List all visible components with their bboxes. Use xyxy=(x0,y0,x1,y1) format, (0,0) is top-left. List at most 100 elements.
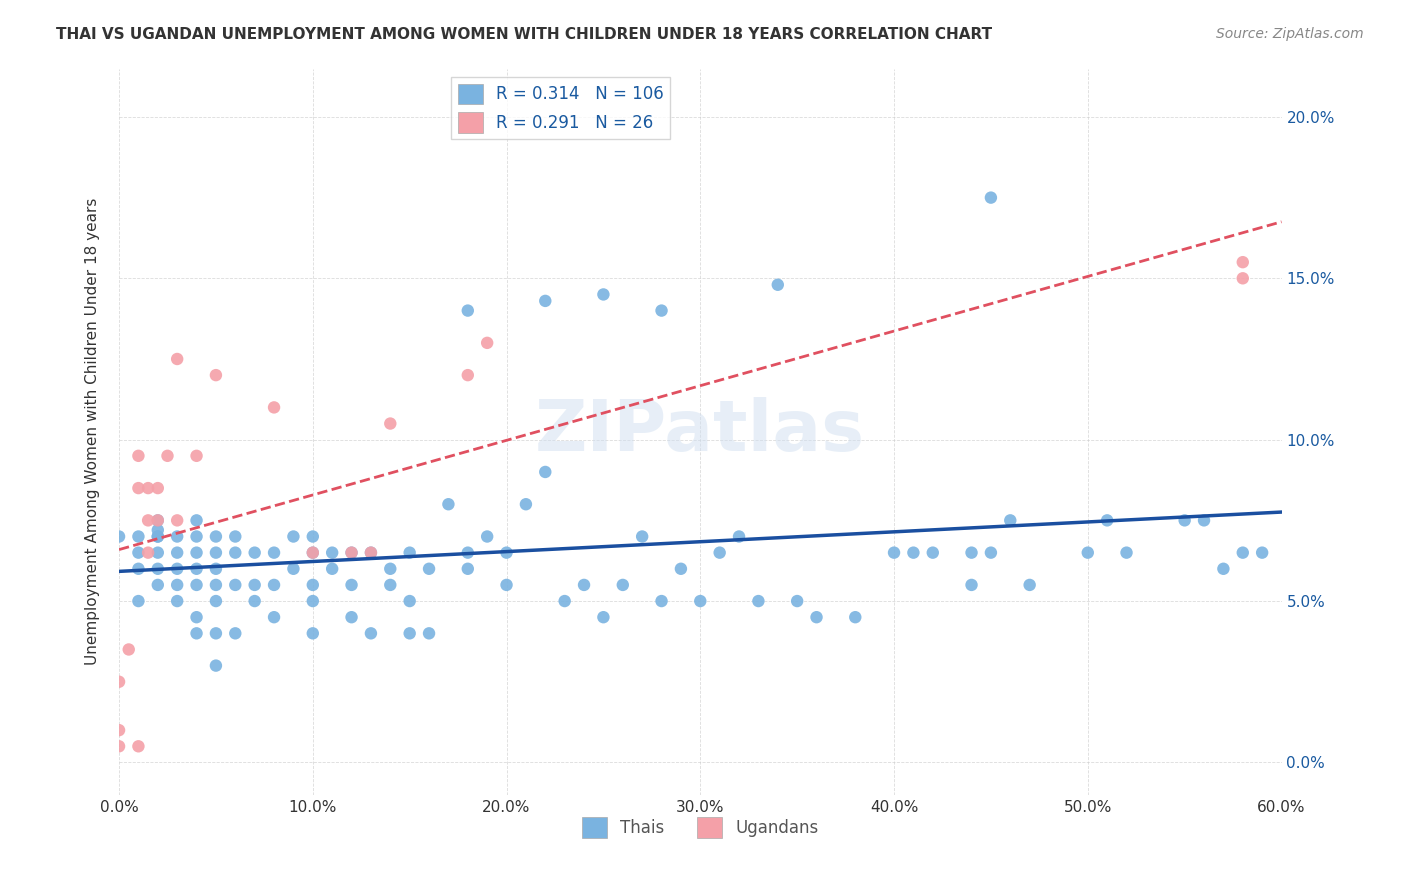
Point xyxy=(186,578,208,592)
Text: Source: ZipAtlas.com: Source: ZipAtlas.com xyxy=(1216,27,1364,41)
Point xyxy=(118,642,141,657)
Point xyxy=(156,449,179,463)
Point xyxy=(166,578,188,592)
Point xyxy=(534,293,557,308)
Point xyxy=(146,562,169,576)
Legend: Thais, Ugandans: Thais, Ugandans xyxy=(575,811,825,845)
Point xyxy=(127,481,149,495)
Point xyxy=(418,562,440,576)
Point xyxy=(709,546,731,560)
Point xyxy=(301,578,323,592)
Point xyxy=(1018,578,1040,592)
Point xyxy=(224,546,246,560)
Point xyxy=(127,449,149,463)
Point xyxy=(263,401,285,415)
Point xyxy=(127,594,149,608)
Point xyxy=(1174,513,1197,527)
Point xyxy=(166,351,188,366)
Point xyxy=(146,523,169,537)
Point xyxy=(1192,513,1215,527)
Point xyxy=(136,513,159,527)
Point xyxy=(127,546,149,560)
Point xyxy=(1000,513,1022,527)
Point xyxy=(166,529,188,543)
Point xyxy=(380,417,402,431)
Point xyxy=(146,481,169,495)
Point xyxy=(921,546,943,560)
Text: THAI VS UGANDAN UNEMPLOYMENT AMONG WOMEN WITH CHILDREN UNDER 18 YEARS CORRELATIO: THAI VS UGANDAN UNEMPLOYMENT AMONG WOMEN… xyxy=(56,27,993,42)
Point xyxy=(612,578,634,592)
Point xyxy=(205,562,228,576)
Point xyxy=(960,546,983,560)
Point xyxy=(747,594,769,608)
Point xyxy=(475,335,498,350)
Point xyxy=(1232,255,1254,269)
Point xyxy=(806,610,828,624)
Point xyxy=(186,529,208,543)
Point xyxy=(1232,546,1254,560)
Point xyxy=(398,594,420,608)
Point xyxy=(398,546,420,560)
Point xyxy=(166,562,188,576)
Point xyxy=(786,594,808,608)
Point xyxy=(457,546,479,560)
Point xyxy=(340,546,363,560)
Point xyxy=(205,594,228,608)
Point xyxy=(136,481,159,495)
Point xyxy=(146,529,169,543)
Point xyxy=(283,562,305,576)
Point xyxy=(186,626,208,640)
Point xyxy=(205,546,228,560)
Point xyxy=(263,610,285,624)
Point xyxy=(301,626,323,640)
Point xyxy=(418,626,440,640)
Point xyxy=(205,626,228,640)
Point xyxy=(631,529,654,543)
Point xyxy=(321,562,343,576)
Point xyxy=(592,610,614,624)
Point xyxy=(437,497,460,511)
Point xyxy=(960,578,983,592)
Point xyxy=(301,594,323,608)
Point xyxy=(495,546,517,560)
Point xyxy=(321,546,343,560)
Y-axis label: Unemployment Among Women with Children Under 18 years: Unemployment Among Women with Children U… xyxy=(86,198,100,665)
Point xyxy=(283,529,305,543)
Point xyxy=(166,546,188,560)
Point xyxy=(146,513,169,527)
Point xyxy=(108,739,131,754)
Point xyxy=(224,626,246,640)
Point xyxy=(457,562,479,576)
Point xyxy=(475,529,498,543)
Point xyxy=(127,529,149,543)
Point xyxy=(980,546,1002,560)
Point xyxy=(844,610,866,624)
Point xyxy=(554,594,576,608)
Point xyxy=(1095,513,1118,527)
Point xyxy=(146,546,169,560)
Point xyxy=(166,513,188,527)
Point xyxy=(883,546,905,560)
Point xyxy=(243,546,266,560)
Point xyxy=(360,546,382,560)
Point xyxy=(186,610,208,624)
Point xyxy=(728,529,751,543)
Point xyxy=(380,562,402,576)
Point xyxy=(263,546,285,560)
Point xyxy=(398,626,420,640)
Point xyxy=(205,529,228,543)
Point xyxy=(766,277,789,292)
Point xyxy=(243,594,266,608)
Point xyxy=(224,578,246,592)
Point xyxy=(380,578,402,592)
Point xyxy=(360,546,382,560)
Point xyxy=(146,578,169,592)
Point xyxy=(689,594,711,608)
Point xyxy=(205,368,228,383)
Point xyxy=(108,674,131,689)
Point xyxy=(572,578,595,592)
Point xyxy=(980,191,1002,205)
Point xyxy=(136,546,159,560)
Point xyxy=(457,368,479,383)
Point xyxy=(127,739,149,754)
